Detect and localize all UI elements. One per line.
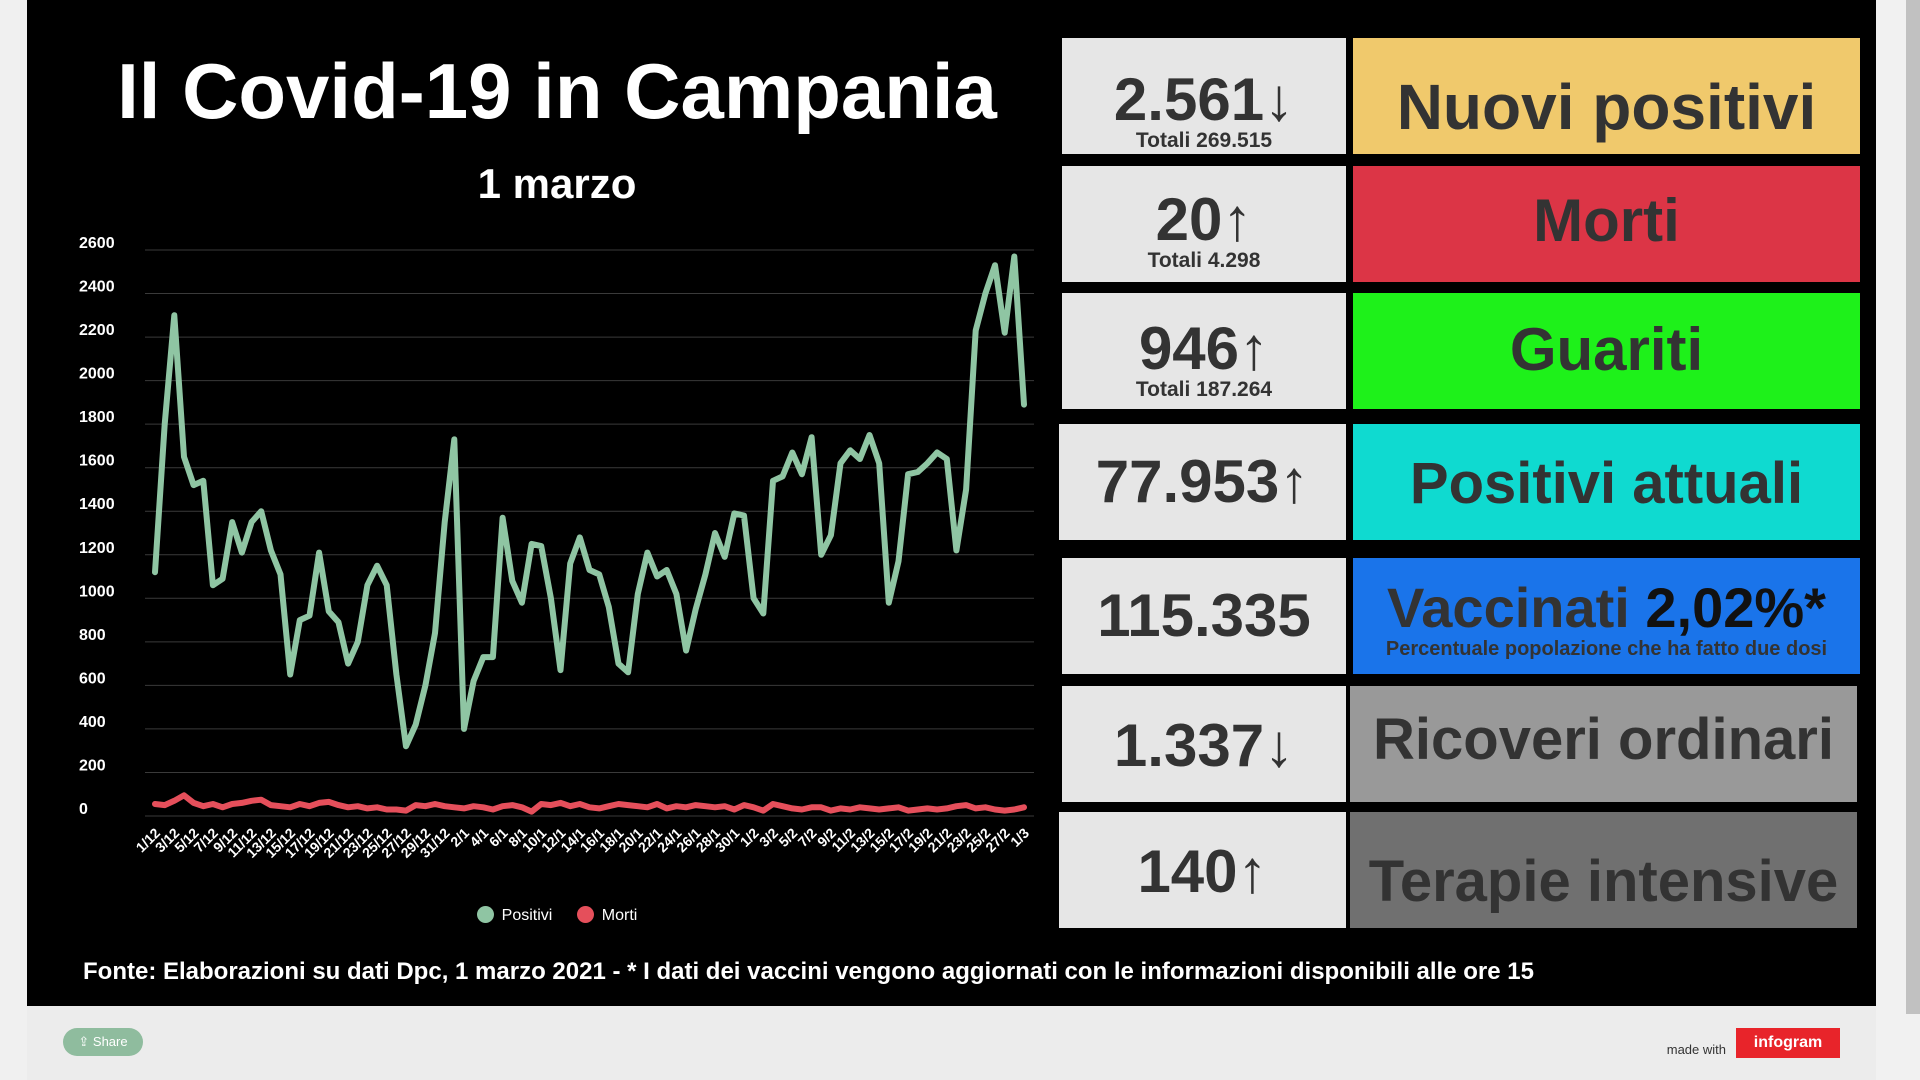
label-box-positivi-attuali: Positivi attuali xyxy=(1353,424,1860,540)
series-line-morti xyxy=(152,792,1027,815)
value-box-guariti: 946↑ Totali 187.264 xyxy=(1062,293,1346,409)
stat-value: 946 xyxy=(1138,315,1240,382)
y-tick-label: 2400 xyxy=(79,279,115,296)
line-chart: 0 200 400 600 800 1000 1200 1400 1600 1800 2000 220… xyxy=(79,235,1034,861)
stat-label: Vaccinati xyxy=(1387,576,1646,639)
arrow-up-icon: ↑ xyxy=(1222,186,1253,253)
arrow-down-icon: ↓ xyxy=(1264,712,1295,779)
stat-total: Totali 4.298 xyxy=(1147,249,1261,272)
value-box-ricoveri-ordinari: 1.337↓ xyxy=(1062,686,1346,802)
y-tick-label: 400 xyxy=(79,714,106,731)
chart-legend: Positivi Morti xyxy=(27,906,1087,925)
infographic-canvas: Il Covid-19 in Campania 1 marzo 0 200 400 6… xyxy=(27,0,1876,1006)
stat-value: 2.561 xyxy=(1113,66,1265,133)
label-box-terapie-intensive: Terapie intensive xyxy=(1350,812,1857,928)
page-left-margin xyxy=(0,0,27,1080)
arrow-down-icon: ↓ xyxy=(1264,66,1295,133)
value-box-terapie-intensive: 140↑ xyxy=(1059,812,1346,928)
y-tick-label: 600 xyxy=(79,670,106,687)
scrollbar-thumb[interactable] xyxy=(1906,0,1920,1014)
y-tick-label: 800 xyxy=(79,627,106,644)
label-box-morti: Morti xyxy=(1353,166,1860,282)
legend-dot-icon xyxy=(476,906,494,923)
page-subtitle: 1 marzo xyxy=(477,160,637,207)
y-tick-label: 2000 xyxy=(79,366,115,383)
y-tick-label: 1800 xyxy=(79,409,115,426)
legend-label: Positivi xyxy=(501,907,553,924)
stat-value: 115.335 xyxy=(1097,582,1311,649)
arrow-up-icon: ↑ xyxy=(1239,315,1270,382)
legend-item-morti[interactable]: Morti xyxy=(576,906,638,925)
value-box-nuovi-positivi: 2.561↓ Totali 269.515 xyxy=(1062,38,1346,154)
stat-label: Terapie intensive xyxy=(1368,849,1839,914)
arrow-up-icon: ↑ xyxy=(1237,838,1268,905)
stat-total: Totali 187.264 xyxy=(1135,378,1273,401)
stat-label: Guariti xyxy=(1509,316,1704,383)
y-tick-label: 1200 xyxy=(79,540,115,557)
value-box-positivi-attuali: 77.953↑ xyxy=(1059,424,1346,540)
footer-bar: ⇪ Share made with infogram xyxy=(27,1006,1876,1080)
stat-note: Percentuale popolazione che ha fatto due… xyxy=(1385,638,1828,660)
y-tick-label: 1400 xyxy=(79,496,115,513)
value-box-vaccinati: 115.335 xyxy=(1062,558,1346,674)
x-tick-label: 1/3 xyxy=(1007,825,1032,850)
legend-item-positivi[interactable]: Positivi xyxy=(476,906,553,925)
value-box-morti: 20↑ Totali 4.298 xyxy=(1062,166,1346,282)
stat-value: 1.337 xyxy=(1113,712,1265,779)
stat-value: 140 xyxy=(1137,838,1238,905)
page-title: Il Covid-19 in Campania xyxy=(117,47,997,135)
made-with-text: made with xyxy=(1666,1042,1726,1057)
stat-total: Totali 269.515 xyxy=(1135,129,1273,152)
y-tick-label: 200 xyxy=(79,757,106,774)
arrow-up-icon: ↑ xyxy=(1279,448,1310,515)
source-note: Fonte: Elaborazioni su dati Dpc, 1 marzo… xyxy=(83,958,1534,985)
stat-value: 20 xyxy=(1155,186,1223,253)
y-tick-label: 1000 xyxy=(79,583,115,600)
y-tick-label: 0 xyxy=(79,801,88,818)
stat-percentage: 2,02%* xyxy=(1645,576,1826,639)
legend-dot-icon xyxy=(576,906,594,923)
stat-value: 77.953 xyxy=(1095,448,1280,515)
stat-label: Morti xyxy=(1533,187,1680,254)
share-button[interactable]: ⇪ Share xyxy=(63,1028,143,1056)
share-label: Share xyxy=(92,1034,128,1049)
label-box-ricoveri-ordinari: Ricoveri ordinari xyxy=(1350,686,1857,802)
y-tick-label: 1600 xyxy=(79,453,115,470)
stat-label: Nuovi positivi xyxy=(1396,71,1817,143)
y-tick-label: 2200 xyxy=(79,322,115,339)
stat-label: Ricoveri ordinari xyxy=(1373,707,1834,772)
label-box-guariti: Guariti xyxy=(1353,293,1860,409)
y-tick-label: 2600 xyxy=(79,235,115,252)
share-icon: ⇪ xyxy=(78,1034,93,1049)
series-line-positivi xyxy=(152,253,1027,750)
legend-label: Morti xyxy=(601,907,638,924)
stat-label: Positivi attuali xyxy=(1409,451,1804,516)
infogram-logo[interactable]: infogram xyxy=(1736,1028,1840,1058)
label-box-nuovi-positivi: Nuovi positivi xyxy=(1353,38,1860,154)
label-box-vaccinati: Vaccinati 2,02%* Percentuale popolazione… xyxy=(1353,558,1860,674)
